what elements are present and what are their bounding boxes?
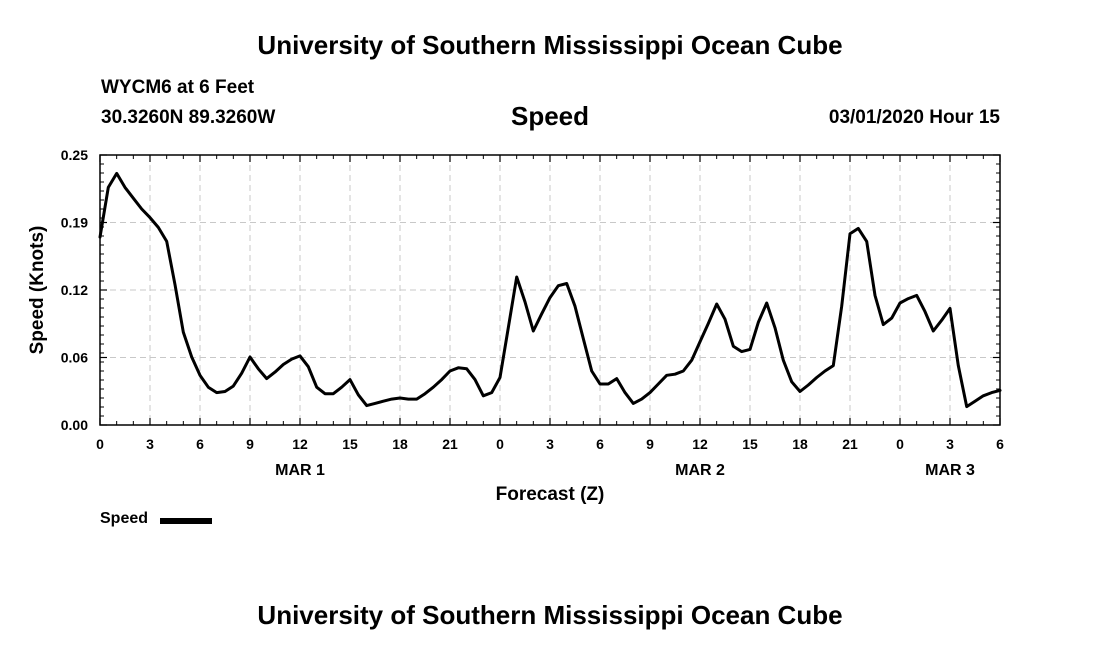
grid-layer xyxy=(100,155,1000,425)
x-tick-label: 21 xyxy=(842,436,858,452)
x-tick-label: 6 xyxy=(596,436,604,452)
x-tick-label: 6 xyxy=(196,436,204,452)
y-tick-label: 0.06 xyxy=(61,350,88,366)
x-tick-label: 21 xyxy=(442,436,458,452)
page-title: University of Southern Mississippi Ocean… xyxy=(257,30,843,60)
x-tick-label: 6 xyxy=(996,436,1004,452)
label-layer: 0 3 6 9 12 15 18 21 0 3 6 9 12 15 18 21 0 3 6 0.00 0.06 0.12 0… xyxy=(27,147,1004,505)
day-label: MAR 2 xyxy=(675,462,725,479)
legend-line-swatch xyxy=(160,518,212,524)
y-tick-label: 0.19 xyxy=(61,215,88,231)
day-label: MAR 3 xyxy=(925,462,975,479)
x-tick-label: 0 xyxy=(96,436,104,452)
axis-layer xyxy=(99,154,1001,426)
y-tick-label: 0.12 xyxy=(61,282,88,298)
chart-title: Speed xyxy=(510,101,590,131)
x-tick-label: 15 xyxy=(742,436,758,452)
x-tick-label: 12 xyxy=(292,436,308,452)
series-layer xyxy=(98,171,1002,409)
x-tick-label: 9 xyxy=(246,436,254,452)
x-tick-label: 3 xyxy=(146,436,154,452)
coordinates-label: 30.3260N 89.3260W xyxy=(101,107,276,128)
y-tick-label: 0.25 xyxy=(61,147,88,163)
x-tick-label: 12 xyxy=(692,436,708,452)
plot-frame xyxy=(99,154,1001,426)
series-line-speed xyxy=(98,171,1002,409)
station-label: WYCM6 at 6 Feet xyxy=(101,77,255,98)
y-tick-label: 0.00 xyxy=(61,417,88,433)
legend-entry-speed: Speed xyxy=(100,510,149,527)
day-label: MAR 1 xyxy=(275,462,325,479)
footer-title: University of Southern Mississippi Ocean… xyxy=(257,600,843,630)
x-tick-label: 0 xyxy=(896,436,904,452)
x-tick-label: 0 xyxy=(496,436,504,452)
x-tick-label: 15 xyxy=(342,436,358,452)
x-tick-label: 18 xyxy=(792,436,808,452)
x-axis-label: Forecast (Z) xyxy=(496,484,605,505)
x-tick-label: 3 xyxy=(546,436,554,452)
x-tick-label: 9 xyxy=(646,436,654,452)
timestamp-label: 03/01/2020 Hour 15 xyxy=(828,107,1000,128)
x-tick-label: 18 xyxy=(392,436,408,452)
y-axis-label: Speed (Knots) xyxy=(27,226,48,355)
x-tick-label: 3 xyxy=(946,436,954,452)
